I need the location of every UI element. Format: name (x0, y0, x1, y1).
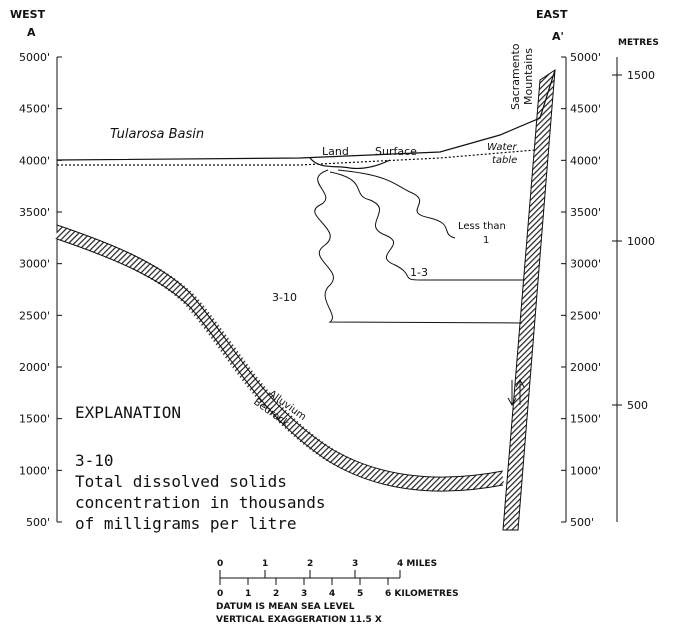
right-tick-label: 5000' (570, 51, 601, 64)
left-tick-label: 1500' (19, 413, 50, 426)
land-label: Land (322, 145, 349, 158)
explanation-code: 3-10 (75, 451, 114, 470)
basin-label: Tularosa Basin (110, 127, 204, 142)
explanation-line: concentration in thousands (75, 493, 325, 512)
km-label: 5 (357, 589, 363, 599)
surface-label: Surface (375, 145, 417, 158)
exaggeration-note: VERTICAL EXAGGERATION 11.5 X (216, 615, 382, 625)
right-tick-label: 1000' (570, 464, 601, 477)
right-tick-label: 3000' (570, 258, 601, 271)
scale: 0 1 2 3 4 MILES 0 1 2 3 4 5 6 KILOMETRES (217, 559, 459, 599)
bedrock-surface (57, 232, 503, 484)
one-label: 1 (483, 235, 489, 246)
land-surface (57, 70, 555, 160)
mile-label: 0 (217, 559, 223, 569)
left-tick-label: 5000' (19, 51, 50, 64)
right-tick-label: 4500' (570, 103, 601, 116)
explanation-lines: Total dissolved solids concentration in t… (75, 472, 325, 533)
three-ten-label: 3-10 (272, 291, 297, 304)
bedrock-edges (57, 225, 503, 491)
left-tick-label: 500' (26, 516, 50, 529)
right-tick-label: 1500' (570, 413, 601, 426)
land-bump (310, 158, 390, 168)
explanation-title: EXPLANATION (75, 403, 181, 422)
datum-note: DATUM IS MEAN SEA LEVEL (216, 602, 355, 612)
mile-label: 4 MILES (397, 559, 437, 569)
water-label: Water (487, 142, 518, 153)
mile-label: 2 (307, 559, 313, 569)
left-tick-label: 4500' (19, 103, 50, 116)
km-label: 6 KILOMETRES (385, 589, 459, 599)
explanation-line: Total dissolved solids (75, 472, 287, 491)
km-label: 1 (245, 589, 251, 599)
a-label: A (27, 26, 36, 39)
mountains-label: Mountains (522, 48, 535, 105)
right-tick-label: 500' (570, 516, 594, 529)
one-three-label: 1-3 (410, 266, 428, 279)
km-label: 3 (301, 589, 307, 599)
a-prime-label: A' (552, 30, 564, 43)
fault-block (503, 70, 555, 530)
cross-section: WEST A EAST A' METRES Tularosa Basin Lan… (0, 0, 674, 630)
km-label: 2 (273, 589, 279, 599)
less-than-label: Less than (458, 221, 506, 232)
metres-label: METRES (618, 38, 659, 48)
metres-tick-label: 500 (627, 399, 648, 412)
contour-3-10 (315, 170, 522, 323)
km-label: 0 (217, 589, 223, 599)
contour-inner (338, 170, 455, 238)
right-tick-label: 4000' (570, 154, 601, 167)
right-tick-label: 3500' (570, 206, 601, 219)
left-tick-label: 3500' (19, 206, 50, 219)
left-tick-label: 3000' (19, 258, 50, 271)
right-tick-label: 2500' (570, 309, 601, 322)
left-tick-label: 4000' (19, 154, 50, 167)
km-label: 4 (329, 589, 335, 599)
table-label: table (492, 155, 517, 166)
east-label: EAST (536, 8, 568, 21)
mile-label: 3 (352, 559, 358, 569)
explanation-line: of milligrams per litre (75, 514, 297, 533)
west-label: WEST (10, 8, 46, 21)
sacramento-label: Sacramento (509, 43, 522, 110)
right-tick-label: 2000' (570, 361, 601, 374)
mile-label: 1 (262, 559, 268, 569)
left-tick-label: 2000' (19, 361, 50, 374)
left-tick-label: 2500' (19, 309, 50, 322)
left-tick-label: 1000' (19, 464, 50, 477)
metres-tick-label: 1000 (627, 235, 655, 248)
metres-tick-label: 1500 (627, 69, 655, 82)
